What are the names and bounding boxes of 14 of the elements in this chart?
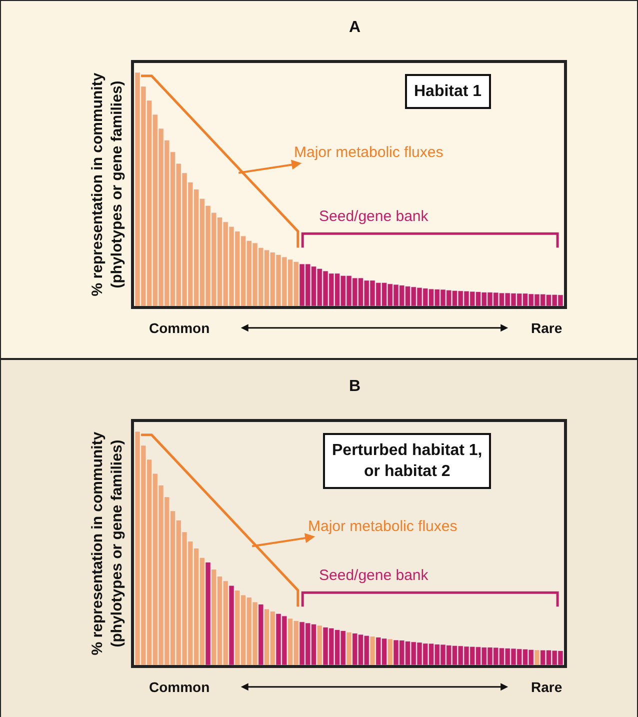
annotation: Major metabolic fluxes [294, 144, 444, 161]
text: Rare [531, 320, 562, 336]
text: Common [149, 679, 210, 695]
annotation: Perturbed habitat 1, or habitat 2 [332, 442, 482, 480]
annotation: Seed/gene bank [319, 567, 429, 584]
annotation: Seed/gene bank [319, 208, 429, 225]
chart-title: B [349, 378, 361, 395]
text: Common [149, 320, 210, 336]
chart-title: A [349, 19, 361, 36]
annotation: Major metabolic fluxes [308, 518, 458, 535]
text: Rare [531, 679, 562, 695]
y-axis-title: % representation in community (phylotypes or gene families) [88, 72, 126, 296]
y-axis-title: % representation in community (phylotypes or gene families) [88, 431, 126, 656]
annotation: Habitat 1 [414, 83, 482, 100]
